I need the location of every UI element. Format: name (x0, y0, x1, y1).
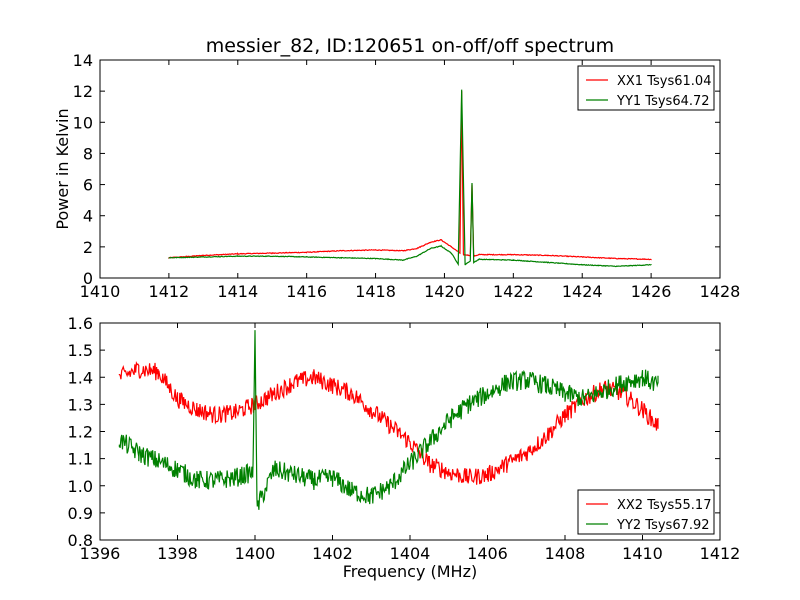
chart-2: 1396 1398 1400 1402 1404 1406 1408 1410 1412 0.8 0… (68, 314, 741, 581)
y-tick-label: 2 (83, 238, 93, 257)
y-tick-label: 10 (73, 113, 93, 132)
x-tick-label: 1416 (286, 282, 327, 301)
plot-frame-1 (99, 59, 721, 279)
y-tick-label: 8 (83, 144, 93, 163)
x-tick-label: 1408 (545, 544, 586, 563)
x-tick-label: 1420 (424, 282, 465, 301)
x-tick-label: 1410 (80, 282, 121, 301)
chart-title: messier_82, ID:120651 on-off/off spectru… (206, 35, 614, 57)
x-tick-label: 1406 (467, 544, 508, 563)
y-tick-label: 6 (83, 176, 93, 195)
series-line-1-1 (168, 91, 652, 261)
x-tick-label: 1402 (312, 544, 353, 563)
legend-2: XX2 Tsys55.17 YY2 Tsys67.92 (577, 489, 715, 535)
x-axis-label: Frequency (MHz) (343, 562, 477, 581)
series-line-1-2 (168, 89, 652, 268)
legend-label: XX1 Tsys61.04 (617, 74, 711, 89)
y-axis-label: Power in Kelvin (53, 108, 72, 229)
x-tick-label: 1422 (493, 282, 534, 301)
legend-label: YY2 Tsys67.92 (616, 518, 710, 533)
legend-label: XX2 Tsys55.17 (617, 498, 711, 513)
x-tick-label: 1396 (80, 544, 121, 563)
y-tick-label: 1.3 (68, 395, 93, 414)
y-tick-label: 1.6 (68, 314, 93, 333)
chart-1: 1410 1412 1414 1416 1418 1420 1422 1424 1426 1428… (53, 35, 740, 301)
x-tick-label: 1412 (700, 544, 741, 563)
x-tick-label: 1400 (235, 544, 276, 563)
y-tick-label: 1.1 (68, 450, 93, 469)
y-tick-label: 14 (73, 51, 93, 70)
x-tick-label: 1410 (622, 544, 663, 563)
legend-box (577, 489, 715, 535)
y-tick-label: 1.5 (68, 341, 93, 360)
y-tick-label: 0 (83, 269, 93, 288)
x-tick-label: 1404 (390, 544, 431, 563)
y-tick-label: 1.4 (68, 368, 93, 387)
y-tick-label: 4 (83, 207, 93, 226)
y-tick-label: 1.0 (68, 477, 93, 496)
y-tick-label: 0.8 (68, 531, 93, 550)
x-tick-label: 1428 (700, 282, 741, 301)
x-tick-label: 1414 (217, 282, 258, 301)
y-tick-label: 1.2 (68, 423, 93, 442)
legend-1: XX1 Tsys61.04 YY1 Tsys64.72 (577, 65, 715, 111)
y-tick-label: 0.9 (68, 504, 93, 523)
series-line-2-2 (118, 330, 659, 510)
x-tick-label: 1426 (631, 282, 672, 301)
x-tick-label: 1412 (149, 282, 190, 301)
y-tick-label: 12 (73, 82, 93, 101)
x-tick-label: 1418 (355, 282, 396, 301)
legend-box (577, 65, 715, 111)
x-tick-label: 1398 (157, 544, 198, 563)
series-line-2-1 (118, 360, 659, 485)
x-tick-label: 1424 (562, 282, 603, 301)
legend-label: YY1 Tsys64.72 (616, 94, 710, 109)
